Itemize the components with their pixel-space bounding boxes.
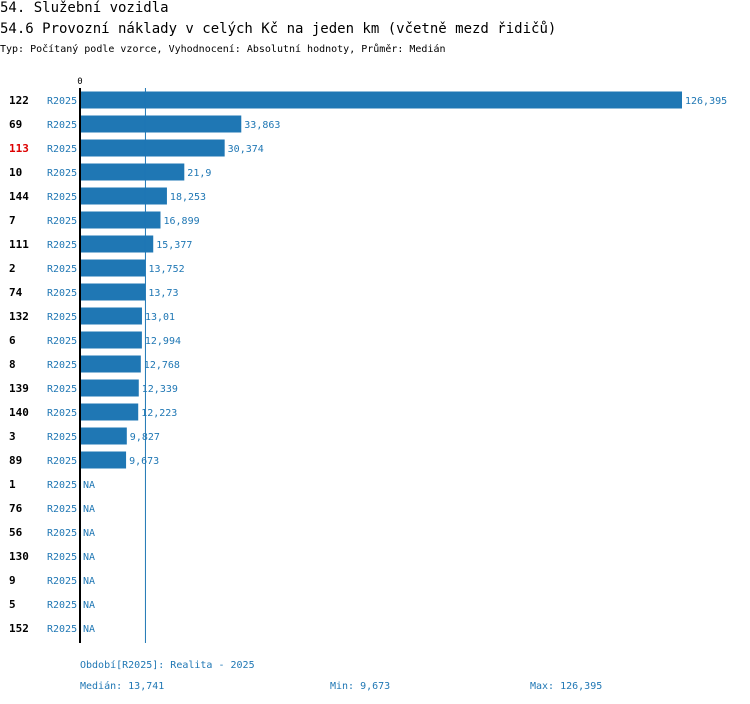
category-label: 130 (9, 550, 29, 563)
value-label: 21,9 (187, 168, 211, 179)
series-label: R2025 (47, 624, 77, 635)
category-label: 111 (9, 238, 29, 251)
series-label: R2025 (47, 120, 77, 131)
value-label: NA (83, 552, 95, 563)
series-label: R2025 (47, 384, 77, 395)
category-label: 122 (9, 94, 29, 107)
series-label: R2025 (47, 528, 77, 539)
value-label: 13,01 (145, 312, 175, 323)
value-label: NA (83, 504, 95, 515)
series-label: R2025 (47, 408, 77, 419)
value-label: 13,752 (148, 264, 184, 275)
value-label: NA (83, 528, 95, 539)
bar (80, 259, 146, 277)
value-label: 13,73 (148, 288, 178, 299)
category-label: 6 (9, 334, 16, 347)
series-label: R2025 (47, 288, 77, 299)
category-label: 139 (9, 382, 29, 395)
value-label: 18,253 (170, 192, 206, 203)
value-label: 15,377 (156, 240, 192, 251)
bar (80, 211, 161, 229)
category-label: 1 (9, 478, 16, 491)
series-label: R2025 (47, 192, 77, 203)
chart-title: 54.6 Provozní náklady v celých Kč na jed… (0, 21, 557, 37)
category-label: 140 (9, 406, 29, 419)
category-label: 76 (9, 502, 23, 515)
series-label: R2025 (47, 216, 77, 227)
series-label: R2025 (47, 504, 77, 515)
footer-period: Období[R2025]: Realita - 2025 (80, 660, 255, 671)
series-label: R2025 (47, 360, 77, 371)
chart-subtitle: Typ: Počítaný podle vzorce, Vyhodnocení:… (0, 44, 446, 55)
bar (80, 427, 127, 445)
value-label: 9,673 (129, 456, 159, 467)
category-label: 113 (9, 142, 29, 155)
series-label: R2025 (47, 264, 77, 275)
value-label: NA (83, 480, 95, 491)
series-label: R2025 (47, 576, 77, 587)
category-label: 10 (9, 166, 22, 179)
value-label: 12,994 (145, 336, 181, 347)
bar (80, 451, 127, 469)
category-label: 3 (9, 430, 16, 443)
category-label: 2 (9, 262, 16, 275)
value-label: 12,768 (144, 360, 180, 371)
value-label: 12,223 (141, 408, 177, 419)
category-label: 56 (9, 526, 23, 539)
value-label: NA (83, 600, 95, 611)
footer-median: Medián: 13,741 (80, 681, 165, 692)
value-label: 9,827 (130, 432, 160, 443)
value-label: 30,374 (228, 144, 264, 155)
category-label: 5 (9, 598, 16, 611)
footer-max: Max: 126,395 (530, 681, 603, 692)
series-label: R2025 (47, 168, 77, 179)
category-label: 132 (9, 310, 29, 323)
series-label: R2025 (47, 144, 77, 155)
bar (80, 91, 682, 109)
section-title: 54. Služební vozidla (0, 0, 169, 16)
series-label: R2025 (47, 312, 77, 323)
value-label: 33,863 (244, 120, 280, 131)
bar (80, 403, 139, 421)
bar (80, 187, 167, 205)
bar (80, 163, 185, 181)
category-label: 8 (9, 358, 16, 371)
category-label: 152 (9, 622, 29, 635)
bar (80, 307, 142, 325)
series-label: R2025 (47, 600, 77, 611)
value-label: 16,899 (163, 216, 199, 227)
footer-min: Min: 9,673 (330, 681, 391, 692)
bar (80, 331, 142, 349)
value-label: 126,395 (685, 96, 727, 107)
axis-zero-label: 0 (77, 77, 82, 87)
bar (80, 355, 141, 373)
series-label: R2025 (47, 240, 77, 251)
series-label: R2025 (47, 96, 77, 107)
bar (80, 235, 154, 253)
bar (80, 379, 139, 397)
value-label: 12,339 (142, 384, 178, 395)
value-label: NA (83, 576, 95, 587)
bar (80, 139, 225, 157)
category-label: 7 (9, 214, 16, 227)
series-label: R2025 (47, 552, 77, 563)
bar (80, 283, 146, 301)
category-label: 89 (9, 454, 22, 467)
series-label: R2025 (47, 456, 77, 467)
category-label: 69 (9, 118, 22, 131)
series-label: R2025 (47, 336, 77, 347)
category-label: 74 (9, 286, 23, 299)
bar (80, 115, 242, 133)
value-label: NA (83, 624, 95, 635)
category-label: 9 (9, 574, 16, 587)
category-label: 144 (9, 190, 29, 203)
series-label: R2025 (47, 480, 77, 491)
series-label: R2025 (47, 432, 77, 443)
